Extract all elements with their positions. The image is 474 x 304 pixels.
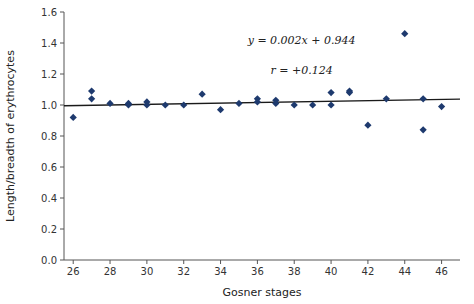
point [88,87,95,94]
x-tick-label: 44 [398,266,411,277]
x-tick-label: 28 [104,266,117,277]
y-tick [60,12,64,13]
point [162,101,169,108]
point [420,126,427,133]
x-tick [73,260,74,264]
x-tick [146,260,147,264]
point [364,122,371,129]
point [346,89,353,96]
point [401,30,408,37]
regression-line [64,99,460,106]
x-tick-label: 38 [288,266,301,277]
point [143,98,150,105]
y-tick-label: 0.6 [41,162,57,173]
y-tick [60,229,64,230]
y-tick-label: 0.8 [41,131,57,142]
point [217,106,224,113]
x-tick [110,260,111,264]
x-axis-line [64,260,460,261]
y-tick-label: 0.4 [41,193,57,204]
point [383,95,390,102]
point [199,91,206,98]
x-tick [183,260,184,264]
x-tick [294,260,295,264]
annotation: r = +0.124 [271,64,333,77]
x-tick-label: 30 [141,266,154,277]
y-tick-label: 0.0 [41,255,57,266]
chart: 26 28 30 32 34 36 38 40 42 44 46 0.0 0.2 0.4 0.6 0.8 1.0… [0,0,474,304]
y-tick [60,260,64,261]
x-tick [404,260,405,264]
y-axis-label: Length/breadth of erythrocytes [4,50,17,222]
point [70,114,77,121]
point [327,101,334,108]
x-tick-label: 40 [325,266,338,277]
point [106,100,113,107]
point [88,95,95,102]
y-tick-label: 1.0 [41,100,57,111]
x-tick-label: 46 [435,266,448,277]
y-tick [60,167,64,168]
x-tick [367,260,368,264]
y-tick-label: 1.4 [41,38,57,49]
y-tick [60,105,64,106]
point [420,95,427,102]
x-tick-label: 36 [251,266,264,277]
point [125,101,132,108]
point [254,95,261,102]
annotation: y = 0.002x + 0.944 [247,34,356,47]
plot-area [64,30,460,133]
x-tick [220,260,221,264]
point [291,101,298,108]
point [180,101,187,108]
y-tick [60,136,64,137]
y-tick-label: 1.6 [41,7,57,18]
x-tick [441,260,442,264]
point [309,101,316,108]
y-tick-label: 1.2 [41,69,57,80]
x-tick-label: 34 [214,266,227,277]
point [235,100,242,107]
y-tick [60,43,64,44]
x-tick-label: 32 [177,266,190,277]
x-tick-label: 42 [362,266,375,277]
y-tick [60,198,64,199]
y-tick-label: 0.2 [41,224,57,235]
point [272,97,279,104]
y-tick [60,74,64,75]
point [438,103,445,110]
x-tick [257,260,258,264]
x-tick-label: 26 [67,266,80,277]
point [327,89,334,96]
x-tick [331,260,332,264]
x-axis-label: Gosner stages [222,286,301,299]
